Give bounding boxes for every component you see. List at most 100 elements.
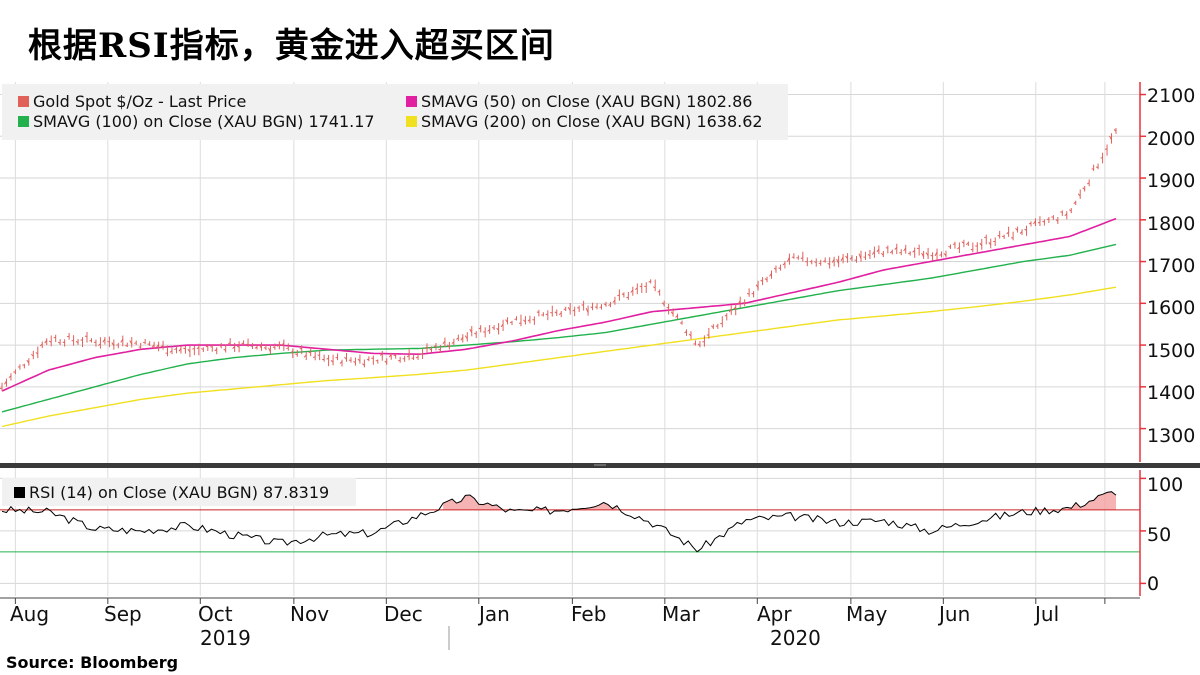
price-bar-tick — [742, 301, 745, 304]
price-bar-tick — [599, 306, 602, 308]
sma200-swatch — [406, 116, 417, 127]
price-bar-tick — [1082, 187, 1085, 190]
price-bar-tick — [326, 357, 329, 360]
price-bar-tick — [831, 258, 835, 263]
price-bar-tick — [1015, 227, 1018, 231]
price-bar-tick — [1068, 209, 1072, 212]
price-tick-1300: 1300 — [1147, 425, 1196, 447]
grid-layer — [0, 82, 1140, 596]
price-bar-tick — [223, 348, 226, 351]
price-bar-tick — [120, 338, 124, 343]
price-bar-tick — [755, 284, 759, 288]
price-tick-1700: 1700 — [1147, 255, 1196, 277]
price-bar-tick — [800, 257, 804, 260]
price-bar-tick — [939, 253, 942, 256]
price-bar-tick — [612, 300, 616, 303]
price-bar-tick — [836, 258, 840, 264]
price-bar-tick — [227, 342, 231, 345]
year-label-2020: 2020 — [770, 626, 821, 650]
price-bar-tick — [679, 321, 683, 324]
price-bar-tick — [889, 250, 893, 254]
price-bar-tick — [13, 371, 16, 373]
price-bar-tick — [1113, 129, 1117, 132]
price-bar-tick — [178, 348, 182, 352]
sma200-series-line — [1, 286, 1117, 428]
price-bar-tick — [590, 306, 593, 309]
price-bar-tick — [26, 359, 30, 364]
price-bar-tick — [639, 285, 642, 288]
rsi-tick-0: 0 — [1147, 573, 1160, 595]
legend-item-sma100: SMAVG (100) on Close (XAU BGN) 1741.17 — [18, 112, 375, 131]
month-label-apr: Apr — [757, 602, 792, 626]
price-tick-1500: 1500 — [1147, 340, 1196, 362]
price-bar-tick — [151, 344, 155, 348]
price-bar-tick — [1006, 231, 1009, 235]
price-bar-tick — [98, 343, 101, 347]
sma50-series-line — [1, 217, 1117, 392]
price-bar-tick — [196, 347, 200, 350]
sma100-line — [1, 243, 1117, 413]
price-bar-tick — [988, 242, 992, 246]
price-bar-tick — [527, 319, 531, 322]
price-bar-tick — [366, 358, 369, 361]
price-bar-tick — [1104, 148, 1108, 150]
price-bar-tick — [384, 360, 388, 364]
price-bar-tick — [267, 347, 271, 353]
legend-label-sma200: SMAVG (200) on Close (XAU BGN) 1638.62 — [421, 112, 763, 131]
price-bar-tick — [809, 260, 812, 263]
rsi-tick-50: 50 — [1147, 524, 1172, 546]
legend-label-sma50: SMAVG (50) on Close (XAU BGN) 1802.86 — [421, 92, 753, 111]
price-bar-tick — [312, 356, 316, 359]
price-bar-tick — [979, 242, 983, 246]
price-bar-tick — [281, 342, 285, 347]
price-bar-tick — [814, 261, 817, 263]
price-bar-tick — [388, 354, 392, 358]
price-bar-tick — [344, 356, 347, 360]
price-bar-tick — [438, 348, 441, 351]
price-bar-tick — [35, 352, 39, 355]
price-bar-tick — [930, 254, 933, 257]
price-bar-tick — [236, 345, 240, 348]
price-bar-tick — [966, 242, 969, 246]
legend-item-sma200: SMAVG (200) on Close (XAU BGN) 1638.62 — [406, 112, 763, 131]
price-bar-tick — [429, 348, 432, 351]
rsi-overbought-fill — [443, 495, 502, 510]
price-bar-tick — [398, 359, 401, 362]
month-label-oct: Oct — [198, 602, 233, 626]
price-bar-tick — [102, 338, 106, 343]
rsi-panel — [0, 491, 1140, 553]
sma100-series-line — [1, 243, 1117, 413]
price-bar-tick — [1109, 135, 1112, 140]
price-bar-tick — [263, 347, 267, 350]
price-bar-tick — [840, 256, 844, 261]
price-bar-tick — [433, 344, 437, 348]
price-bar-tick — [491, 327, 495, 329]
price-bar-tick — [415, 356, 419, 359]
price-bar-tick — [881, 253, 884, 256]
price-bar-tick — [948, 245, 951, 248]
price-bar-tick — [858, 253, 862, 260]
price-bar-tick — [505, 319, 508, 323]
price-bar-tick — [469, 328, 473, 333]
price-bar-tick — [214, 348, 218, 352]
price-bar-tick — [876, 248, 880, 253]
price-bar-tick — [899, 251, 902, 254]
price-tick-1400: 1400 — [1147, 382, 1196, 404]
price-bar-tick — [156, 344, 159, 348]
price-bar-tick — [554, 311, 558, 314]
month-label-mar: Mar — [662, 602, 700, 626]
sma200-line — [1, 286, 1117, 428]
month-label-jun: Jun — [939, 602, 971, 626]
price-bar-tick — [845, 255, 848, 259]
price-bar-tick — [8, 375, 12, 379]
price-bar-tick — [259, 344, 262, 349]
price-bar-tick — [1042, 220, 1045, 223]
price-bar-tick — [684, 330, 687, 334]
price-bar-tick — [786, 257, 790, 262]
rsi-tick-100: 100 — [1147, 474, 1184, 496]
price-bar-tick — [1019, 231, 1023, 234]
price-bar-tick — [84, 335, 88, 338]
month-label-dec: Dec — [384, 602, 423, 626]
month-label-jan: Jan — [479, 602, 510, 626]
price-bar-tick — [608, 303, 611, 307]
